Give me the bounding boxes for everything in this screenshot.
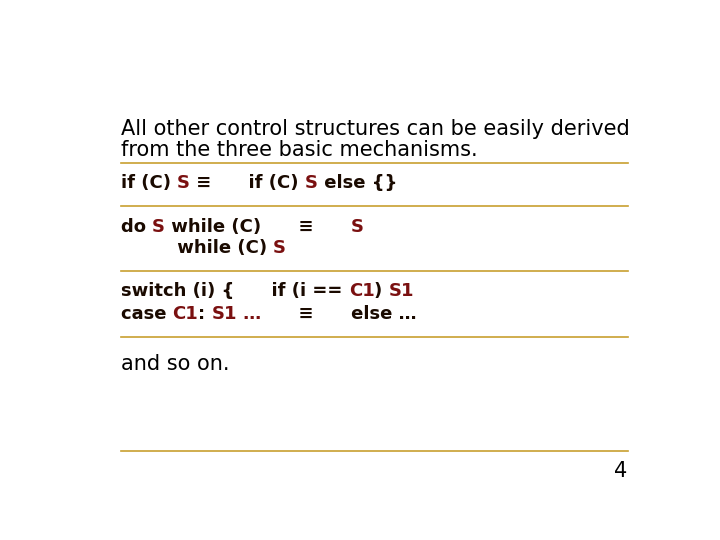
Text: ≡      else …: ≡ else … xyxy=(261,305,417,323)
Text: C1: C1 xyxy=(173,305,198,323)
Text: S: S xyxy=(305,174,318,192)
Text: ≡: ≡ xyxy=(261,218,351,236)
Text: All other control structures can be easily derived: All other control structures can be easi… xyxy=(121,119,629,139)
Text: and so on.: and so on. xyxy=(121,354,229,374)
Text: else {}: else {} xyxy=(318,174,397,192)
Text: C1: C1 xyxy=(348,282,374,300)
Text: switch (i) {: switch (i) { xyxy=(121,282,234,300)
Text: S1: S1 xyxy=(212,305,237,323)
Text: S: S xyxy=(273,239,286,256)
Text: while (C): while (C) xyxy=(165,218,261,236)
Text: :: : xyxy=(198,305,212,323)
Text: S: S xyxy=(152,218,165,236)
Text: ≡: ≡ xyxy=(190,174,211,192)
Text: …: … xyxy=(237,305,261,323)
Text: S1: S1 xyxy=(389,282,415,300)
Text: if (i ==: if (i == xyxy=(234,282,348,300)
Text: case: case xyxy=(121,305,173,323)
Text: from the three basic mechanisms.: from the three basic mechanisms. xyxy=(121,140,477,160)
Text: while (C): while (C) xyxy=(121,239,273,256)
Text: if (C): if (C) xyxy=(121,174,177,192)
Text: if (C): if (C) xyxy=(211,174,305,192)
Text: 4: 4 xyxy=(613,461,627,481)
Text: S: S xyxy=(177,174,190,192)
Text: do: do xyxy=(121,218,152,236)
Text: S: S xyxy=(351,218,364,236)
Text: ): ) xyxy=(374,282,389,300)
